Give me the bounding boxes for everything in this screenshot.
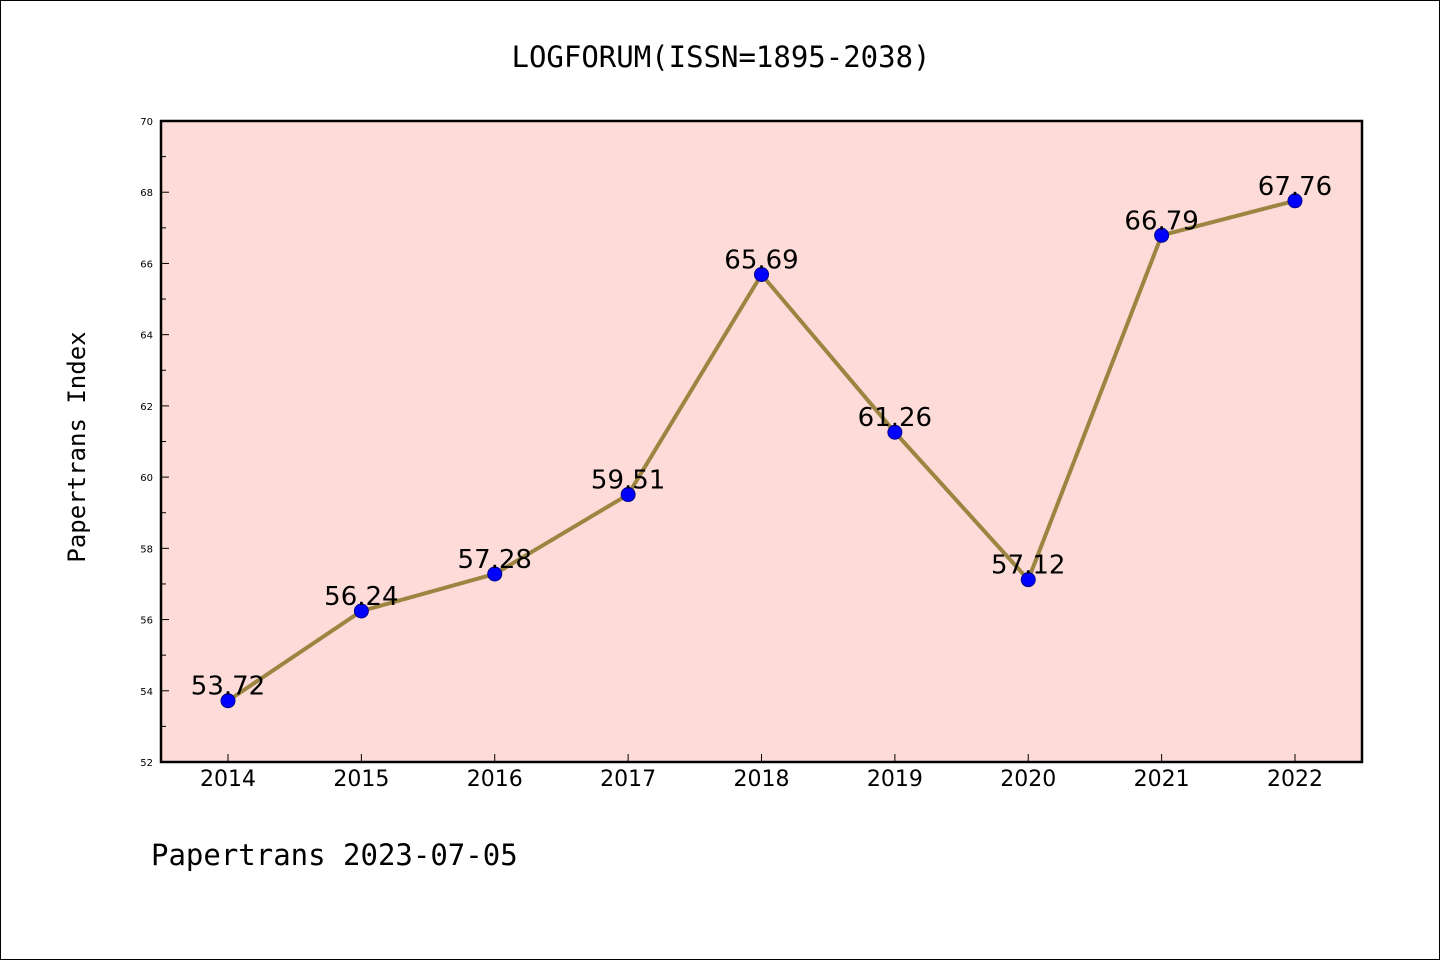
data-point	[353, 603, 369, 619]
plot-border	[159, 119, 1364, 764]
y-tick-label: 66	[140, 259, 153, 270]
y-tick-label: 60	[140, 473, 153, 484]
x-tick-label: 2014	[200, 767, 256, 792]
data-point	[220, 693, 236, 709]
x-axis-ticks: 2014 2015 2016 2017 2018 2019 2020 2021 2022	[200, 754, 1323, 792]
y-tick-label: 52	[140, 758, 153, 769]
y-tick-label: 64	[140, 331, 153, 342]
y-axis-label: Papertrans Index	[63, 331, 91, 562]
data-point	[1020, 572, 1036, 588]
data-point	[1287, 193, 1303, 209]
data-point	[1154, 227, 1170, 243]
y-tick-label: 68	[140, 188, 153, 199]
data-label: 57.12	[991, 551, 1065, 581]
x-tick-label: 2019	[867, 767, 923, 792]
x-tick-label: 2015	[333, 767, 389, 792]
data-label: 56.24	[324, 582, 398, 612]
y-axis-ticks: 52 54 56 58 60 62 64 66 68 70	[140, 117, 169, 769]
x-tick-label: 2021	[1134, 767, 1190, 792]
data-series	[220, 193, 1303, 709]
x-tick-label: 2018	[734, 767, 790, 792]
footer-date: Papertrans 2023-07-05	[151, 838, 518, 872]
data-label: 57.28	[458, 545, 532, 575]
data-label: 61.26	[858, 403, 932, 433]
data-label: 67.76	[1258, 172, 1332, 202]
y-tick-label: 58	[140, 544, 153, 555]
data-labels: 53.72 56.24 57.28 59.51 65.69 61.26 57.12 66.79…	[191, 172, 1332, 702]
data-label: 66.79	[1124, 206, 1198, 236]
data-point	[887, 424, 903, 440]
data-label: 59.51	[591, 466, 665, 496]
chart-title: LOGFORUM(ISSN=1895-2038)	[511, 40, 930, 74]
y-tick-label: 62	[140, 402, 153, 413]
x-tick-label: 2016	[467, 767, 523, 792]
x-tick-label: 2020	[1000, 767, 1056, 792]
y-tick-label: 54	[140, 687, 153, 698]
data-point	[487, 566, 503, 582]
data-label: 53.72	[191, 672, 265, 702]
y-tick-label: 70	[140, 117, 153, 128]
x-tick-label: 2017	[600, 767, 656, 792]
x-tick-label: 2022	[1267, 767, 1323, 792]
data-label: 65.69	[724, 245, 798, 275]
y-tick-label: 56	[140, 616, 153, 627]
data-point	[620, 487, 636, 503]
data-point	[754, 266, 769, 282]
